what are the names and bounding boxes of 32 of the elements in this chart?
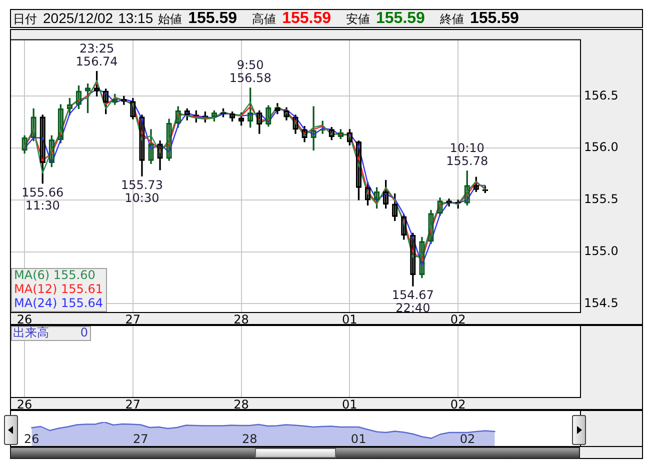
annotation: 155.73 10:30 [120, 178, 163, 206]
category-label: 26 [16, 397, 32, 412]
text: MA(24) 155.64 [14, 296, 103, 310]
annotation: 10:10 155.78 [446, 141, 488, 168]
y-tick-label: 155.5 [584, 192, 618, 206]
text: MA(6) 155.60 [14, 268, 96, 282]
x-tick-label: 26 [24, 432, 40, 446]
annotation: 155.66 11:30 [22, 185, 64, 212]
x-tick-label: 27 [125, 312, 141, 326]
y-tick-label: 154.5 [584, 296, 618, 310]
annotation: 23:25 156.74 [76, 41, 118, 68]
text: 0 [80, 326, 88, 340]
x-tick-label: 02 [460, 432, 476, 446]
x-tick-label: 27 [132, 432, 148, 446]
x-tick-label: 01 [342, 312, 358, 326]
x-tick-label: 26 [16, 312, 32, 326]
category-label: 27 [125, 397, 141, 412]
category-label: 28 [234, 397, 249, 412]
text: 出来高 [13, 326, 49, 340]
annotation: 154.67 22:40 [392, 288, 434, 316]
category-label: 02 [450, 397, 466, 412]
x-tick-label: 28 [234, 312, 249, 326]
y-tick-label: 156.5 [584, 88, 618, 102]
x-tick-label: 28 [242, 432, 258, 446]
y-tick-label: 156.0 [584, 140, 618, 154]
x-tick-label: 01 [350, 432, 366, 446]
y-tick-label: 155.0 [584, 244, 618, 258]
x-tick-label: 02 [450, 312, 466, 326]
chart-title: 日付 2025/12/02 13:15 始値 155.59 高値 155.59 安値 155.59 終値 155.59 [13, 10, 519, 27]
annotation: 9:50 156.58 [229, 58, 272, 86]
text: MA(12) 155.61 [14, 282, 103, 296]
category-label: 01 [342, 397, 358, 412]
